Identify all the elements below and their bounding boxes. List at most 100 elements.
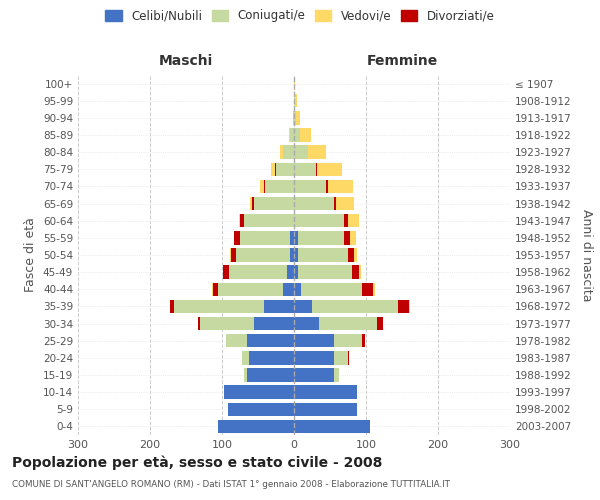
- Bar: [264, 300, 294, 313]
- Bar: [294, 386, 356, 399]
- Bar: [287, 266, 294, 279]
- Bar: [290, 128, 294, 141]
- Bar: [294, 266, 298, 279]
- Bar: [362, 334, 365, 347]
- Bar: [247, 368, 294, 382]
- Bar: [348, 351, 349, 364]
- Bar: [377, 317, 383, 330]
- Bar: [250, 197, 252, 210]
- Legend: Celibi/Nubili, Coniugati/e, Vedovi/e, Divorziati/e: Celibi/Nubili, Coniugati/e, Vedovi/e, Di…: [101, 6, 499, 26]
- Bar: [294, 77, 295, 90]
- Bar: [294, 300, 312, 313]
- Bar: [336, 197, 354, 210]
- Bar: [316, 162, 317, 176]
- Bar: [409, 300, 410, 313]
- Bar: [294, 214, 344, 228]
- Bar: [319, 317, 377, 330]
- Bar: [250, 351, 294, 364]
- Bar: [294, 128, 300, 141]
- Bar: [247, 334, 294, 347]
- Bar: [294, 94, 295, 108]
- Bar: [308, 146, 326, 159]
- Bar: [373, 282, 374, 296]
- Text: Femmine: Femmine: [367, 54, 437, 68]
- Bar: [354, 248, 358, 262]
- Bar: [294, 231, 298, 244]
- Bar: [294, 248, 298, 262]
- Bar: [170, 300, 174, 313]
- Bar: [265, 180, 294, 193]
- Bar: [218, 282, 283, 296]
- Bar: [300, 128, 311, 141]
- Bar: [294, 146, 308, 159]
- Bar: [317, 162, 342, 176]
- Bar: [198, 317, 200, 330]
- Y-axis label: Fasce di età: Fasce di età: [25, 218, 37, 292]
- Bar: [289, 128, 290, 141]
- Bar: [294, 368, 334, 382]
- Bar: [294, 420, 370, 433]
- Bar: [239, 214, 240, 228]
- Bar: [359, 266, 361, 279]
- Bar: [283, 282, 294, 296]
- Bar: [230, 248, 236, 262]
- Bar: [301, 282, 362, 296]
- Bar: [298, 266, 352, 279]
- Bar: [348, 214, 359, 228]
- Bar: [334, 334, 362, 347]
- Bar: [200, 317, 254, 330]
- Bar: [294, 111, 296, 124]
- Bar: [312, 300, 398, 313]
- Bar: [240, 214, 244, 228]
- Text: Maschi: Maschi: [159, 54, 213, 68]
- Bar: [334, 197, 336, 210]
- Bar: [218, 420, 294, 433]
- Bar: [229, 266, 287, 279]
- Bar: [224, 386, 294, 399]
- Bar: [254, 317, 294, 330]
- Bar: [264, 180, 265, 193]
- Text: Popolazione per età, sesso e stato civile - 2008: Popolazione per età, sesso e stato civil…: [12, 455, 382, 469]
- Bar: [212, 282, 218, 296]
- Bar: [326, 180, 328, 193]
- Bar: [228, 402, 294, 416]
- Bar: [290, 248, 294, 262]
- Bar: [334, 368, 340, 382]
- Bar: [294, 317, 319, 330]
- Bar: [294, 162, 316, 176]
- Bar: [294, 282, 301, 296]
- Bar: [350, 231, 356, 244]
- Bar: [344, 214, 348, 228]
- Bar: [398, 300, 409, 313]
- Bar: [244, 214, 294, 228]
- Bar: [296, 111, 300, 124]
- Bar: [294, 402, 356, 416]
- Bar: [254, 197, 294, 210]
- Bar: [295, 94, 297, 108]
- Bar: [352, 266, 359, 279]
- Bar: [174, 300, 264, 313]
- Bar: [298, 248, 348, 262]
- Bar: [240, 231, 290, 244]
- Y-axis label: Anni di nascita: Anni di nascita: [580, 209, 593, 301]
- Bar: [294, 197, 334, 210]
- Bar: [328, 180, 353, 193]
- Bar: [293, 111, 294, 124]
- Bar: [344, 231, 350, 244]
- Bar: [283, 146, 294, 159]
- Bar: [242, 351, 250, 364]
- Bar: [223, 266, 229, 279]
- Bar: [234, 231, 240, 244]
- Bar: [298, 231, 344, 244]
- Text: COMUNE DI SANT'ANGELO ROMANO (RM) - Dati ISTAT 1° gennaio 2008 - Elaborazione TU: COMUNE DI SANT'ANGELO ROMANO (RM) - Dati…: [12, 480, 450, 489]
- Bar: [252, 197, 254, 210]
- Bar: [236, 248, 290, 262]
- Bar: [290, 231, 294, 244]
- Bar: [348, 248, 354, 262]
- Bar: [362, 282, 373, 296]
- Bar: [244, 368, 247, 382]
- Bar: [226, 334, 247, 347]
- Bar: [260, 180, 264, 193]
- Bar: [294, 351, 334, 364]
- Bar: [294, 334, 334, 347]
